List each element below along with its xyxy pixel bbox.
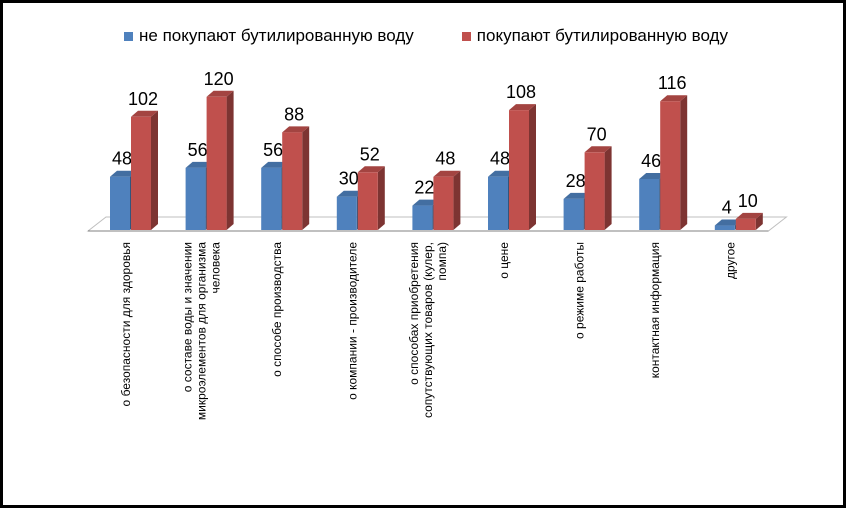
category-label-2: о составе воды и значениимикроэлементов …	[180, 242, 222, 420]
series-2-bar-4-side	[377, 166, 385, 230]
series-2-bar-9	[735, 218, 756, 230]
series-2-data-label-9: 10	[738, 191, 758, 211]
series-2-bar-7	[584, 152, 605, 230]
series-2-bar-8-top	[660, 95, 688, 102]
series-2-bar-1-top	[131, 110, 158, 117]
category-label-4: о компании - производителе	[346, 242, 360, 400]
series-1-bar-2-top	[185, 161, 213, 168]
series-2-bar-9-top	[735, 212, 763, 219]
series-2-bar-6	[509, 110, 529, 230]
series-1-bar-9	[714, 225, 735, 230]
series-1-bar-8-top	[639, 172, 667, 179]
series-1-data-label-3: 56	[263, 140, 283, 160]
series-2-bar-8-side	[680, 95, 688, 231]
series-2-data-label-8: 116	[658, 73, 687, 93]
series-2-data-label-5: 48	[435, 149, 455, 169]
legend-label-series-1: не покупают бутилированную воду	[139, 26, 414, 45]
series-2-data-label-2: 120	[204, 69, 234, 89]
series-1-data-label-5: 22	[414, 178, 434, 198]
series-2-bar-6-side	[529, 104, 536, 230]
series-1-bar-4	[336, 196, 357, 230]
series-2-bar-7-top	[584, 146, 612, 153]
category-label-9: другое	[724, 242, 738, 279]
series-1-bar-1	[110, 176, 130, 230]
series-1-bar-1-top	[110, 170, 137, 177]
series-1-data-label-7: 28	[566, 171, 586, 191]
category-label-3: о способе производства	[270, 242, 284, 377]
series-2-bar-2-side	[226, 90, 234, 230]
series-2-bar-3-top	[282, 126, 310, 133]
series-1-bar-6	[488, 176, 508, 230]
category-label-7: о режиме работы	[572, 242, 586, 339]
series-2-bar-8	[660, 101, 681, 231]
series-1-bar-5	[412, 205, 433, 230]
series-1-data-label-8: 46	[641, 151, 661, 171]
series-2-bar-1-side	[151, 110, 158, 230]
series-1-bar-7-top	[563, 192, 591, 199]
series-1-data-label-1: 48	[112, 149, 132, 169]
series-2-bar-1	[131, 116, 151, 230]
series-1-bar-5-top	[412, 199, 440, 206]
series-2-bar-9-side	[755, 212, 763, 230]
legend: не покупают бутилированную воду покупают…	[3, 24, 846, 48]
series-2-bar-2	[206, 96, 227, 230]
series-1-data-label-9: 4	[722, 198, 732, 218]
series-2-data-label-6: 108	[506, 82, 536, 102]
series-2-data-label-4: 52	[360, 144, 380, 164]
series-2-bar-4-top	[357, 166, 385, 173]
series-1-bar-7	[563, 198, 584, 230]
series-2-data-label-3: 88	[284, 104, 304, 124]
series-1-bar-6-top	[488, 170, 515, 177]
series-2-data-label-1: 102	[128, 89, 158, 109]
category-label-5: о способах приобретениясопутствующих тов…	[407, 242, 449, 418]
series-2-bar-6-top	[509, 104, 536, 111]
legend-entry-series-1: не покупают бутилированную воду	[124, 26, 414, 46]
series-2-bar-5	[433, 176, 454, 230]
series-2-bar-7-side	[604, 146, 612, 230]
category-label-8: контактная информация	[648, 242, 662, 378]
legend-swatch-series-2	[461, 31, 471, 41]
series-1-data-label-6: 48	[490, 149, 510, 169]
series-2-bar-3	[282, 132, 303, 230]
series-1-bar-3-top	[261, 161, 289, 168]
series-1-bar-2	[185, 167, 206, 230]
series-1-bar-9-top	[714, 219, 742, 226]
series-2-bar-5-top	[433, 170, 461, 177]
series-1-data-label-4: 30	[339, 169, 359, 189]
series-2-bar-5-side	[453, 170, 461, 230]
series-2-bar-4	[357, 172, 378, 230]
legend-swatch-series-1	[124, 31, 134, 41]
legend-entry-series-2: покупают бутилированную воду	[461, 26, 728, 46]
series-1-bar-4-top	[336, 190, 364, 197]
series-1-bar-3	[261, 167, 282, 230]
category-label-6: о цене	[497, 242, 511, 279]
series-2-bar-2-top	[206, 90, 234, 97]
bar-chart: 48 102 о безопасности для здоровья 56 120 о с…	[86, 69, 788, 420]
legend-label-series-2: покупают бутилированную воду	[476, 26, 728, 45]
series-2-data-label-7: 70	[587, 124, 607, 144]
category-label-1: о безопасности для здоровья	[119, 242, 133, 406]
series-1-bar-8	[639, 178, 660, 230]
series-1-data-label-2: 56	[188, 140, 208, 160]
series-2-bar-3-side	[302, 126, 310, 230]
